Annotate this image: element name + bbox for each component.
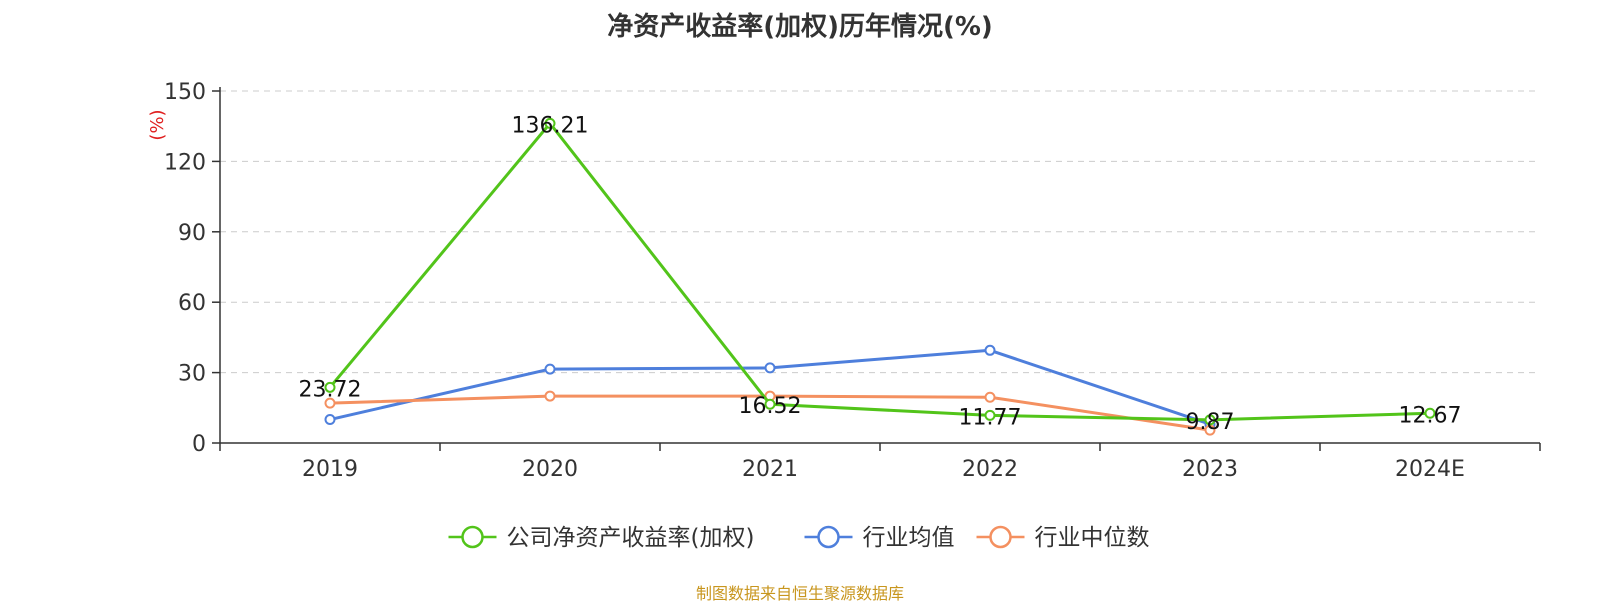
data-point	[544, 117, 556, 129]
x-tick-label: 2024E	[1395, 457, 1465, 482]
legend-marker	[461, 525, 484, 549]
data-point	[984, 409, 996, 421]
data-label: 23.72	[299, 377, 362, 402]
data-point	[324, 397, 336, 409]
data-source-note: 制图数据来自恒生聚源数据库	[695, 584, 904, 603]
x-tick-label: 2020	[522, 457, 578, 482]
data-label: 11.77	[959, 405, 1022, 430]
y-tick-label: 0	[192, 432, 206, 457]
x-tick-label: 2021	[742, 457, 798, 482]
y-tick-label: 30	[178, 362, 206, 387]
legend-label: 公司净资产收益率(加权)	[507, 525, 755, 551]
y-tick-label: 150	[164, 80, 206, 105]
data-point	[544, 363, 556, 375]
data-point	[764, 398, 776, 410]
data-label: 9.87	[1186, 410, 1235, 435]
data-point	[324, 414, 336, 426]
y-tick-label: 90	[178, 221, 206, 246]
legend-marker	[817, 525, 840, 549]
data-label: 136.21	[512, 113, 589, 138]
data-point	[1204, 414, 1216, 426]
data-point	[984, 391, 996, 403]
data-point	[764, 362, 776, 374]
y-tick-label: 120	[164, 150, 206, 175]
y-axis-label: (%)	[147, 109, 168, 140]
legend-marker	[989, 525, 1012, 549]
x-tick-label: 2023	[1182, 457, 1238, 482]
y-tick-label: 60	[178, 291, 206, 316]
data-point	[324, 381, 336, 393]
data-point	[984, 344, 996, 356]
data-point	[1204, 424, 1216, 436]
data-label: 12.67	[1399, 403, 1462, 428]
series-line	[328, 121, 1431, 422]
legend-label: 行业中位数	[1035, 525, 1150, 551]
x-tick-label: 2022	[962, 457, 1018, 482]
data-point	[1424, 407, 1436, 419]
legend-label: 行业均值	[863, 525, 955, 551]
data-label: 16.52	[739, 394, 802, 419]
x-tick-label: 2019	[302, 457, 358, 482]
data-point	[544, 390, 556, 402]
chart-title: 净资产收益率(加权)历年情况(%)	[607, 12, 993, 42]
